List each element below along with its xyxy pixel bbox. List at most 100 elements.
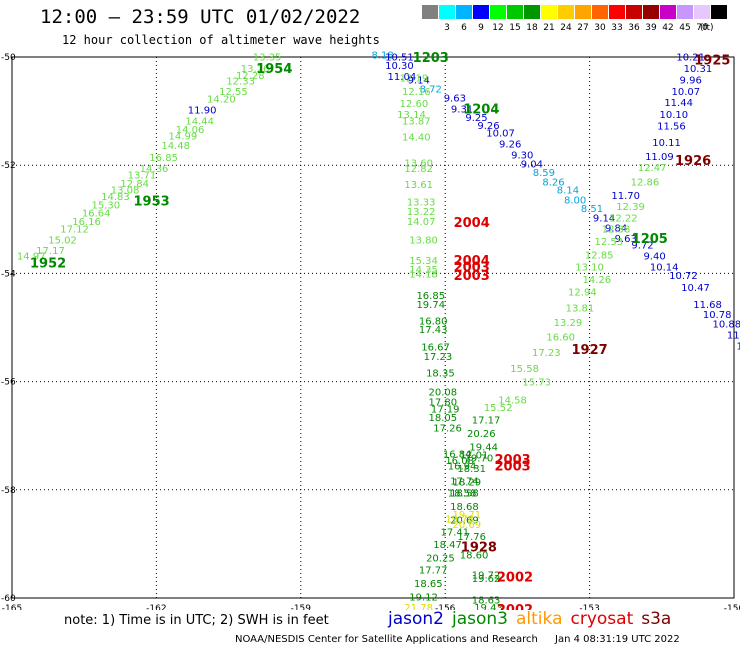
wave-height-value: 17.17	[36, 246, 65, 257]
wave-height-value: 9.40	[643, 252, 665, 263]
wave-height-value: 20.69	[450, 516, 479, 527]
wave-height-value: 13.60	[404, 158, 433, 169]
wave-height-value: 9.25	[465, 113, 487, 124]
pass-time-label: 1926	[675, 154, 711, 169]
color-scale-unit: (ft)	[700, 23, 714, 33]
color-scale-swatch	[609, 5, 625, 19]
wave-height-value: 17.80	[428, 398, 457, 409]
lon-tick-label: -162	[146, 604, 166, 610]
wave-height-value: 15.73	[522, 378, 551, 389]
color-scale-swatch	[626, 5, 642, 19]
pass-time-label: 2004	[454, 254, 490, 269]
wave-height-value: 17.19	[431, 405, 460, 416]
wave-height-value: 8.59	[533, 168, 555, 179]
wave-height-value: 17.12	[60, 224, 89, 235]
pass-time-label: 1952	[30, 257, 66, 272]
note-text: note: 1) Time is in UTC; 2) SWH is in fe…	[64, 613, 329, 628]
wave-height-value: 12.22	[609, 214, 638, 225]
wave-height-value: 18.58	[450, 489, 479, 500]
pass-time-label: 1927	[572, 343, 608, 358]
lat-tick-label: -52	[1, 161, 16, 171]
wave-height-value: 12.60	[400, 99, 429, 110]
chart-title: 12:00 – 23:59 UTC 01/02/2022	[40, 6, 361, 28]
wave-height-value: 8.00	[564, 195, 586, 206]
wave-height-value: 19.71	[453, 510, 482, 521]
wave-height-value: 16.84	[443, 450, 472, 461]
wave-height-value: 11.90	[188, 105, 217, 116]
footer-org: NOAA/NESDIS Center for Satellite Applica…	[235, 634, 538, 645]
wave-height-value: 11.68	[693, 300, 722, 311]
wave-height-value: 9.96	[680, 76, 702, 87]
wave-height-value: 11.04	[388, 72, 417, 83]
wave-height-value: 18.68	[450, 502, 479, 513]
wave-height-value: 21.78	[404, 603, 433, 610]
footer-timestamp: Jan 4 08:31:19 UTC 2022	[555, 634, 680, 645]
wave-height-value: 19.74	[416, 300, 445, 311]
wave-height-value: 13.08	[111, 186, 140, 197]
wave-height-value: 9.84	[605, 223, 627, 234]
wave-height-value: 16.08	[445, 456, 474, 467]
lon-tick-label: -153	[579, 604, 599, 610]
wave-height-value: 12.84	[120, 179, 149, 190]
wave-height-value: 13.61	[404, 180, 433, 191]
wave-height-value: 12.39	[616, 202, 645, 213]
lat-tick-label: -58	[1, 486, 16, 496]
color-scale-swatch	[677, 5, 693, 19]
color-scale-label: 12	[492, 23, 504, 33]
wave-height-value: 15.52	[484, 403, 513, 414]
satellite-legend: jason2 jason3 altika cryosat s3a	[388, 609, 679, 629]
color-scale-label: 27	[577, 23, 589, 33]
wave-height-value: 11.94	[727, 331, 740, 342]
wave-height-value: 10.11	[652, 138, 681, 149]
wave-height-value: 10.31	[684, 64, 713, 75]
wave-height-value: 14.83	[101, 192, 130, 203]
wave-height-value: 11.56	[657, 122, 686, 133]
wave-height-value: 12.47	[638, 163, 667, 174]
wave-height-value: 10.21	[676, 52, 705, 63]
wave-height-value: 14.07	[407, 217, 436, 228]
wave-height-value: 13.81	[566, 303, 595, 314]
wave-height-value: 16.80	[419, 316, 448, 327]
wave-height-value: 19.78	[445, 514, 474, 525]
lon-tick-label: -165	[2, 604, 22, 610]
wave-height-value: 15.30	[92, 201, 121, 212]
lat-tick-label: -56	[1, 378, 16, 388]
pass-time-label: 1925	[694, 54, 730, 69]
wave-height-value: 17.76	[457, 532, 486, 543]
wave-height-value: 10.30	[385, 61, 414, 72]
pass-time-label: 1928	[461, 541, 497, 556]
wave-height-value: 12.55	[219, 87, 248, 98]
color-scale-label: 21	[543, 23, 555, 33]
wave-height-value: 18.35	[426, 368, 455, 379]
pass-time-label: 1205	[632, 232, 668, 247]
wave-height-value: 16.94	[448, 461, 477, 472]
wave-height-value: 15.34	[409, 256, 438, 267]
lat-tick-label: -60	[1, 594, 16, 604]
color-scale-swatch	[711, 5, 727, 19]
pass-time-label: 2003	[494, 459, 530, 474]
wave-height-value: 12.28	[236, 71, 265, 82]
wave-height-value: 12.16	[402, 87, 431, 98]
color-scale-label: 42	[662, 23, 674, 33]
wave-height-value: 17.77	[419, 565, 448, 576]
color-scale-label: 9	[478, 23, 484, 33]
wave-height-value: 13.33	[407, 197, 436, 208]
wave-height-value: 10.51	[385, 52, 414, 63]
color-scale-swatch	[473, 5, 489, 19]
color-scale-swatch	[694, 5, 710, 19]
wave-height-value: 17.23	[532, 348, 561, 359]
wave-height-value: 19.62	[472, 574, 501, 585]
wave-height-value: 10.72	[669, 271, 698, 282]
satellite-legend-altika: altika	[516, 609, 563, 629]
wave-height-value: 19.44	[469, 443, 498, 454]
wave-height-value: 9.72	[631, 241, 653, 252]
wave-height-value: 14.20	[207, 95, 236, 106]
wave-height-value: 19.72	[472, 571, 501, 582]
pass-time-label: 1953	[133, 194, 169, 209]
pass-time-label: 1204	[463, 102, 499, 117]
color-scale-label: 30	[594, 23, 606, 33]
wave-height-value: 13.29	[554, 318, 583, 329]
wave-height-value: 17.26	[433, 424, 462, 435]
wave-height-value: 16.85	[149, 153, 178, 164]
wave-height-value: 20.08	[428, 387, 457, 398]
